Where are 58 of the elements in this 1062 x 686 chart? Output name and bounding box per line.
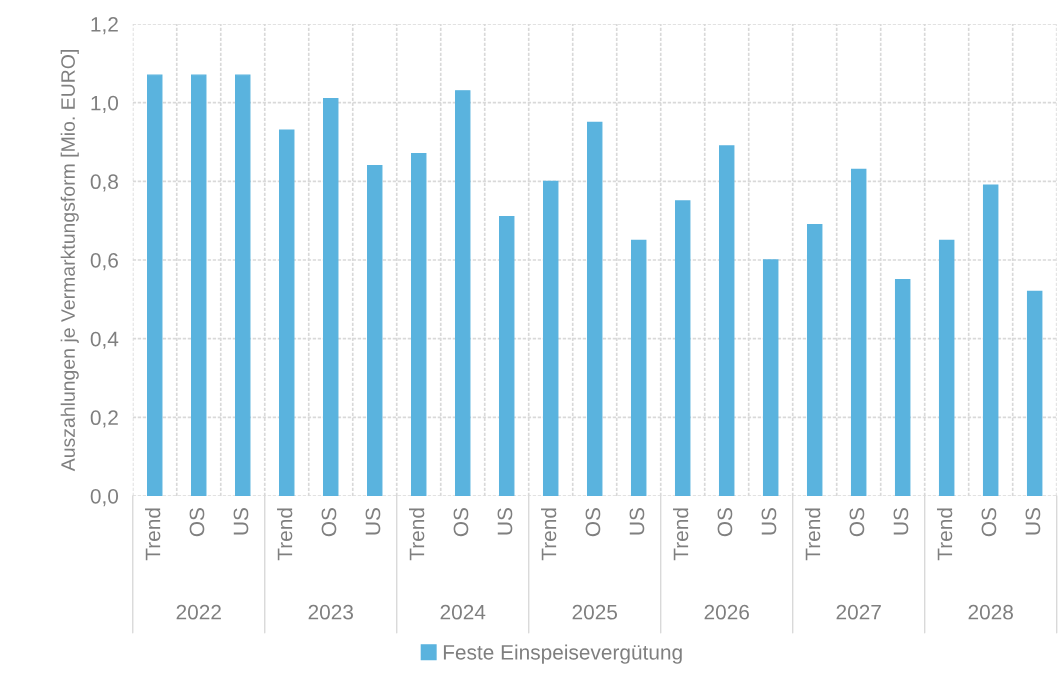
bar: [982, 184, 999, 496]
bar: [850, 168, 867, 496]
legend-label: Feste Einspeisevergütung: [443, 644, 682, 664]
x-tick-label: OS: [453, 508, 469, 537]
bar: [762, 259, 779, 496]
text: 2027: [836, 604, 881, 620]
bar: [586, 121, 603, 496]
text: 2023: [308, 604, 353, 620]
x-tick-label: Trend: [805, 508, 821, 561]
y-tick-label: 0,4: [90, 331, 119, 349]
bar: [542, 180, 559, 496]
text: 2028: [968, 604, 1013, 620]
bar: [630, 239, 647, 496]
bar: [498, 216, 515, 496]
x-tick-label: OS: [585, 508, 601, 537]
x-tick-label: US: [365, 508, 381, 535]
y-tick-label: 0,2: [90, 410, 118, 428]
y-tick-label: 0,8: [90, 174, 118, 192]
x-tick-label: Trend: [277, 508, 293, 561]
y-tick-label: 1,0: [91, 95, 119, 113]
bar: [806, 223, 823, 496]
bar: [454, 90, 471, 496]
x-tick-label: US: [893, 508, 909, 535]
x-tick-label: US: [233, 508, 249, 535]
bar: [323, 98, 339, 496]
x-tick-label: Trend: [936, 508, 953, 561]
y-tick-label: 1,2: [91, 17, 118, 35]
x-tick-label: OS: [321, 508, 337, 537]
bar: [938, 239, 955, 496]
y-axis-title: Auszahlungen je Vermarktungsform [Mio. EURO]: [60, 50, 79, 472]
bar: [1026, 290, 1043, 496]
bar: [894, 278, 911, 496]
bar: [410, 153, 427, 496]
bar: [191, 74, 207, 496]
x-tick-label: US: [1025, 508, 1041, 535]
x-tick-label: OS: [189, 508, 205, 537]
y-tick-label: 0,0: [90, 488, 119, 507]
text: 2022: [176, 604, 221, 620]
x-tick-label: Trend: [145, 508, 161, 561]
x-tick-label: OS: [717, 508, 733, 537]
bar: [279, 129, 295, 496]
text: 2026: [704, 604, 749, 620]
x-tick-label: US: [761, 508, 777, 535]
x-tick-label: US: [629, 508, 645, 535]
x-tick-label: Trend: [673, 508, 689, 561]
x-tick-label: US: [497, 508, 513, 535]
y-tick-label: 0,6: [90, 253, 118, 271]
bar: [674, 200, 691, 496]
bar: [235, 74, 251, 496]
bar: [718, 145, 735, 496]
text: 2024: [440, 604, 486, 620]
x-tick-label: OS: [849, 508, 865, 537]
x-tick-label: Trend: [541, 508, 557, 561]
bar: [366, 164, 383, 496]
x-tick-label: OS: [981, 508, 997, 537]
text: 2025: [572, 604, 618, 620]
bar: [147, 74, 163, 496]
x-tick-label: Trend: [409, 508, 425, 561]
